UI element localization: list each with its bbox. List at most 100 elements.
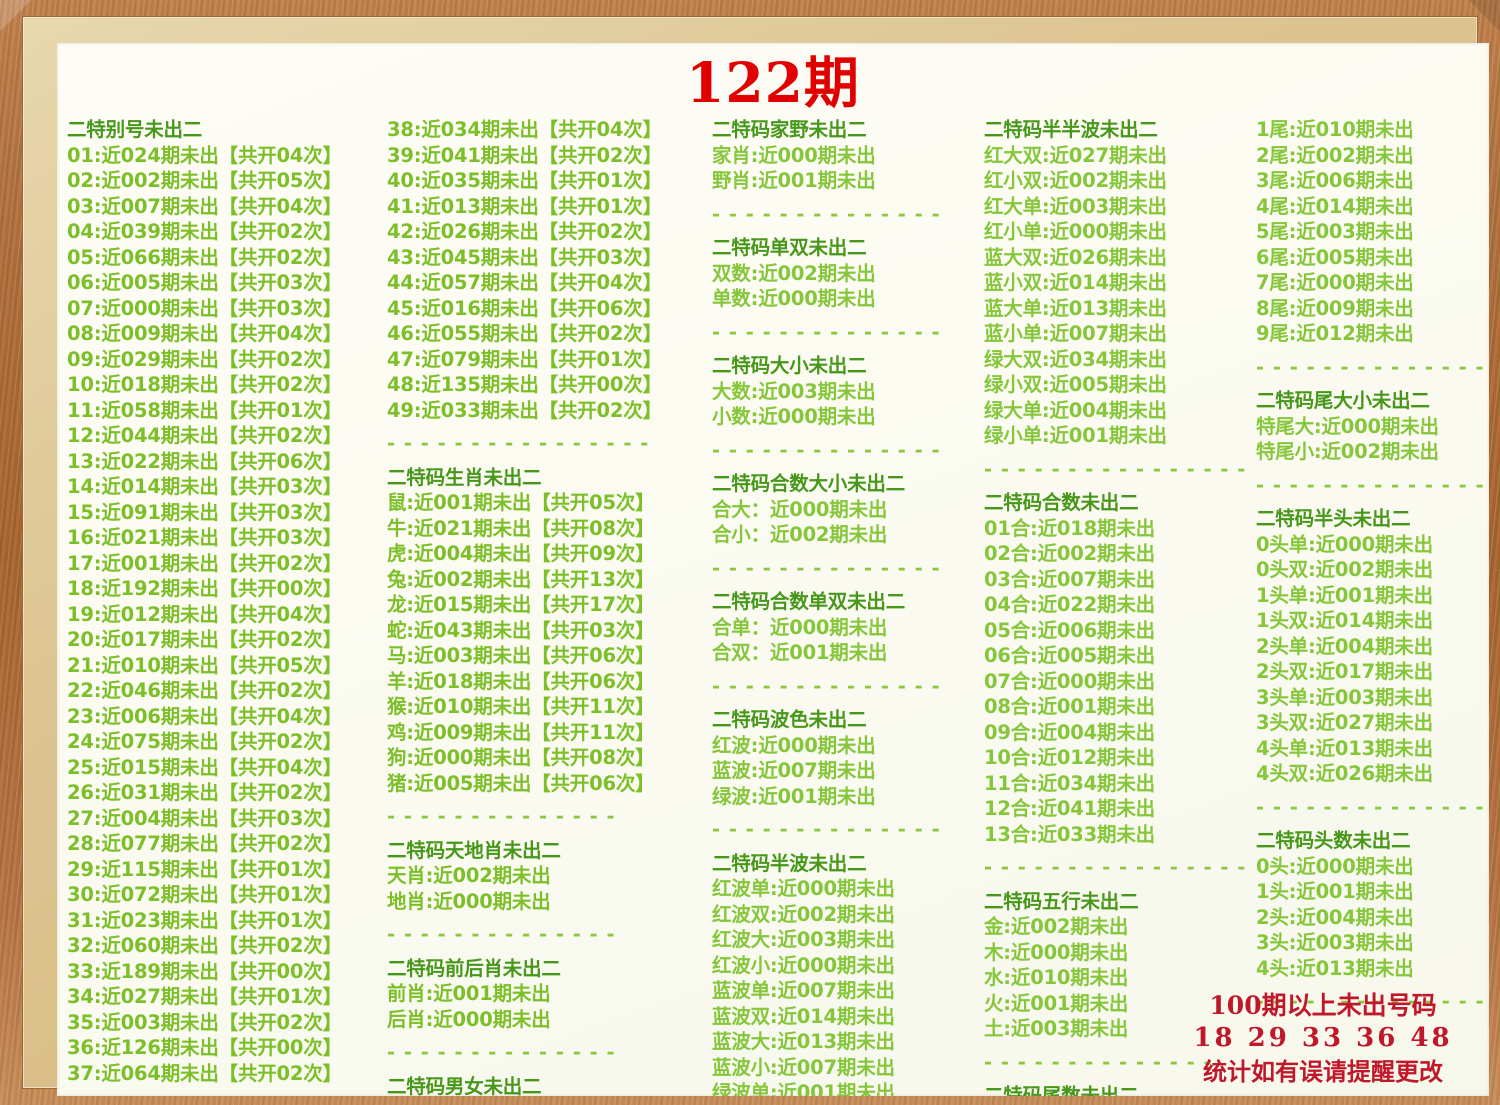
stat-row: 8尾:近009期未出: [1256, 296, 1414, 320]
stat-row: 10:近018期未出【共开02次】: [67, 373, 342, 396]
stat-row: 天肖:近002期未出: [387, 864, 551, 887]
stat-row: 09合:近004期未出: [984, 720, 1155, 744]
footer-note-numbers: 18 29 33 36 48: [1193, 1023, 1453, 1053]
stat-row: 4头:近013期未出: [1256, 956, 1414, 980]
spacer: [1256, 981, 1489, 989]
stat-row: 红波大:近003期未出: [712, 928, 895, 951]
stat-row: 17:近001期未出【共开02次】: [67, 551, 342, 575]
stat-row: 牛:近021期未出【共开08次】: [387, 516, 655, 540]
stat-row: 26:近031期未出【共开02次】: [67, 781, 342, 804]
stat-row: 42:近026期未出【共开02次】: [387, 220, 662, 243]
stat-row: 0头双:近002期未出: [1256, 558, 1433, 581]
spacer: [1256, 347, 1489, 355]
section-header: 二特码尾数未出二: [984, 1084, 1139, 1096]
section-divider: - - - - - - - - - - - - - - - -: [1256, 473, 1489, 497]
spacer: [387, 457, 702, 465]
stat-row: 45:近016期未出【共开06次】: [387, 296, 662, 320]
stat-row: 2头双:近017期未出: [1256, 660, 1433, 683]
stat-row: 4头单:近013期未出: [1256, 736, 1433, 760]
stat-row: 单数:近000期未出: [712, 287, 876, 310]
stat-row: 虎:近004期未出【共开09次】: [387, 542, 655, 565]
stat-row: 蓝波单:近007期未出: [712, 979, 895, 1002]
stat-row: 7尾:近000期未出: [1256, 271, 1414, 294]
stat-row: 01合:近018期未出: [984, 516, 1155, 540]
section-header: 二特码生肖未出二: [387, 465, 542, 489]
stat-row: 水:近010期未出: [984, 966, 1129, 989]
stat-row: 03合:近007期未出: [984, 567, 1155, 591]
section-header: 二特码合数单双未出二: [712, 590, 906, 613]
stat-row: 红小单:近000期未出: [984, 220, 1167, 243]
stat-row: 44:近057期未出【共开04次】: [387, 271, 662, 294]
stat-row: 绿波:近001期未出: [712, 784, 876, 808]
section-header: 二特码波色未出二: [712, 708, 867, 731]
spacer: [984, 449, 1246, 457]
spacer: [1256, 380, 1489, 388]
section-divider: - - - - - - - - - - - - - - - -: [984, 856, 1247, 879]
stat-row: 双数:近002期未出: [712, 261, 876, 285]
stat-row: 蓝波小:近007期未出: [712, 1055, 895, 1079]
spacer: [712, 227, 974, 235]
stat-row: 蓝波双:近014期未出: [712, 1004, 895, 1028]
stat-row: 29:近115期未出【共开01次】: [67, 857, 342, 881]
spacer: [1256, 820, 1489, 828]
section-header: 二特码五行未出二: [984, 889, 1139, 913]
stat-row: 合单：近000期未出: [712, 615, 888, 639]
stat-row: 13:近022期未出【共开06次】: [67, 449, 342, 473]
stat-row: 9尾:近012期未出: [1256, 322, 1414, 345]
spacer: [984, 847, 1246, 855]
stat-row: 15:近091期未出【共开03次】: [67, 500, 342, 524]
section-divider: - - - - - - - - - - - - - -: [67, 1094, 377, 1096]
stat-row: 14:近014期未出【共开03次】: [67, 475, 342, 498]
spacer: [712, 194, 974, 202]
section-divider: - - - - - - - - - - - - - - - -: [1256, 355, 1489, 379]
stat-row: 兔:近002期未出【共开13次】: [387, 567, 655, 591]
stat-row: 07合:近000期未出: [984, 669, 1155, 693]
section-header: 二特码男女未出二: [387, 1074, 542, 1097]
spacer: [712, 345, 974, 353]
stat-row: 47:近079期未出【共开01次】: [387, 347, 662, 371]
stat-row: 20:近017期未出【共开02次】: [67, 628, 342, 651]
stat-row: 龙:近015期未出【共开17次】: [387, 593, 655, 616]
stat-row: 48:近135期未出【共开00次】: [387, 373, 662, 396]
spacer: [712, 548, 974, 556]
frame-mat: 122期 二特别号未出二 01:近024期未出【共开04次】 02:近002期未出【…: [22, 16, 1489, 1096]
section-divider: - - - - - - - - - - - - - -: [984, 1050, 1213, 1074]
spacer: [67, 1086, 377, 1094]
stat-row: 1尾:近010期未出: [1256, 118, 1414, 141]
stat-row: 25:近015期未出【共开04次】: [67, 755, 342, 779]
stat-row: 06:近005期未出【共开03次】: [67, 271, 342, 294]
stat-row: 2头:近004期未出: [1256, 905, 1414, 929]
section-header: 二特码单双未出二: [712, 236, 867, 259]
stat-row: 38:近034期未出【共开04次】: [387, 118, 662, 141]
stat-row: 鸡:近009期未出【共开11次】: [387, 720, 655, 744]
stat-row: 马:近003期未出【共开06次】: [387, 644, 655, 667]
section-divider: - - - - - - - - - - - - - -: [712, 202, 941, 226]
stat-row: 46:近055期未出【共开02次】: [387, 322, 662, 345]
stat-row: 12:近044期未出【共开02次】: [67, 424, 342, 447]
stat-row: 39:近041期未出【共开02次】: [387, 143, 662, 167]
stat-row: 01:近024期未出【共开04次】: [67, 143, 342, 167]
stat-row: 08:近009期未出【共开04次】: [67, 322, 342, 345]
spacer: [712, 666, 974, 674]
stat-row: 地肖:近000期未出: [387, 889, 551, 913]
stat-row: 19:近012期未出【共开04次】: [67, 602, 342, 626]
stat-row: 05合:近006期未出: [984, 618, 1155, 642]
stat-row: 27:近004期未出【共开03次】: [67, 806, 342, 830]
stat-row: 前肖:近001期未出: [387, 982, 551, 1005]
stat-row: 2尾:近002期未出: [1256, 143, 1414, 167]
stat-row: 金:近002期未出: [984, 915, 1129, 938]
spacer: [984, 881, 1246, 889]
stat-row: 09:近029期未出【共开02次】: [67, 347, 342, 371]
column-5: 1尾:近010期未出 2尾:近002期未出 3尾:近006期未出 4尾:近014期未出…: [1246, 117, 1489, 1023]
spacer: [1256, 498, 1489, 506]
stat-row: 12合:近041期未出: [984, 797, 1155, 820]
stat-row: 红小双:近002期未出: [984, 169, 1167, 192]
stat-row: 40:近035期未出【共开01次】: [387, 169, 662, 192]
stat-row: 34:近027期未出【共开01次】: [67, 985, 342, 1008]
stat-row: 04:近039期未出【共开02次】: [67, 220, 342, 243]
stat-row: 红大双:近027期未出: [984, 143, 1167, 167]
stat-row: 猴:近010期未出【共开11次】: [387, 695, 655, 718]
stat-row: 火:近001期未出: [984, 991, 1129, 1015]
section-header: 二特码头数未出二: [1256, 829, 1411, 852]
section-divider: - - - - - - - - - - - - - -: [712, 674, 941, 698]
